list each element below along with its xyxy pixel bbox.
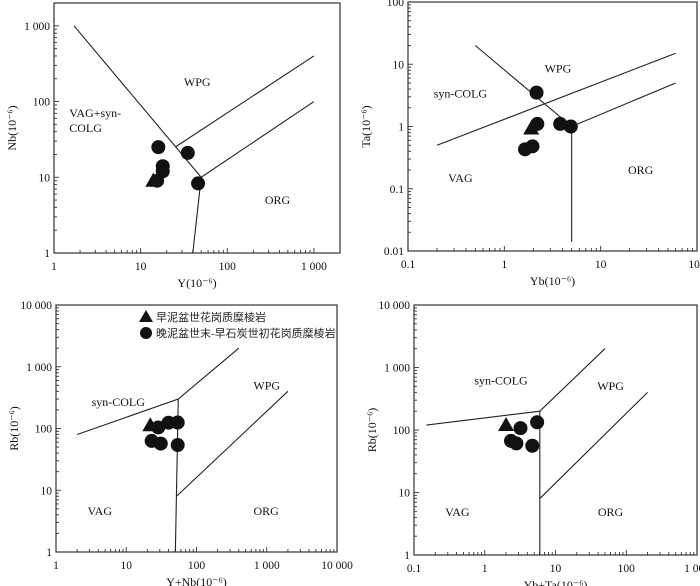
data-point-circle [170,415,185,430]
x-tick-label: 10 000 [321,560,353,572]
x-tick-label: 100 [618,563,636,575]
field-label: WPG [184,75,211,89]
y-tick-label: 10 [399,488,411,500]
y-tick-label: 100 [387,0,405,9]
field-boundary-line [474,45,676,128]
data-point-circle [151,140,166,155]
y-tick-label: 100 [393,425,411,437]
field-label: syn-COLG [434,86,488,100]
field-boundary-line [174,55,315,148]
data-point-circle [153,436,168,451]
field-label: ORG [253,504,279,518]
x-tick-label: 1 [53,560,59,572]
field-label: VAG [88,504,113,518]
y-tick-label: 0.01 [384,246,404,258]
x-tick-label: 100 [688,259,700,271]
y-tick-label: 1 000 [26,362,52,374]
x-tick-label: 1 000 [301,261,327,273]
field-boundary-line [436,52,676,146]
y-axis-title: Rb(10⁻⁶) [365,408,379,453]
x-tick-label: 1 [482,563,488,575]
x-tick-label: 100 [188,560,206,572]
x-tick-label: 0.1 [407,563,422,575]
y-tick-label: 10 000 [378,300,410,312]
field-label: WPG [597,379,624,393]
x-tick-label: 1 [51,261,57,273]
field-boundary-line [539,391,648,499]
data-point-triangle [523,120,540,135]
x-tick-label: 10 [595,259,607,271]
y-tick-label: 1 [46,547,52,559]
field-label: syn-COLG [92,395,146,409]
y-tick-label: 10 [41,485,53,497]
field-label: VAG+syn- [69,106,121,120]
y-axis-title: Rb(10⁻⁶) [7,406,21,451]
field-label: VAG [448,171,473,185]
y-tick-label: 10 [393,59,405,71]
field-label: syn-COLG [474,373,528,387]
x-tick-label: 1 000 [254,560,280,572]
x-tick-label: 0.1 [401,259,416,271]
data-point-circle [529,85,544,100]
data-point-circle [525,438,540,453]
x-tick-label: 100 [219,261,237,273]
y-tick-label: 1 [404,550,410,562]
legend-label: 早泥盆世花岗质糜棱岩 [156,310,266,324]
x-axis-title: Y+Nb(10⁻⁶) [166,575,227,586]
x-tick-label: 10 [550,563,562,575]
x-axis-title: Yb(10⁻⁶) [530,274,575,288]
data-point-circle [509,436,524,451]
x-tick-label: 10 [135,261,147,273]
x-axis-title: Yb+Ta(10⁻⁶) [524,578,588,586]
data-point-circle [191,176,206,191]
field-label: VAG [445,505,470,519]
y-tick-label: 100 [35,424,53,436]
legend-marker-triangle [139,310,153,322]
data-point-circle [553,116,568,131]
y-tick-label: 0.1 [390,184,405,196]
axis-ticks [413,307,695,556]
y-axis-title: Nb(10⁻⁶) [5,105,19,150]
data-point-circle [170,438,185,453]
y-tick-label: 100 [33,97,51,109]
data-point-circle [513,421,528,436]
y-tick-label: 10 [39,172,51,184]
y-tick-label: 1 [44,248,50,260]
data-point-circle [530,116,545,131]
y-tick-label: 1 000 [384,363,410,375]
field-label: ORG [628,163,654,177]
chart-panel-2: 0.11101000.010.1110100Yb(10⁻⁶)Ta(10⁻⁶)WP… [359,0,700,288]
y-tick-label: 1 [398,122,404,134]
legend-marker-circle [140,327,152,339]
field-label: COLG [69,121,102,135]
field-label: WPG [253,378,280,392]
data-point-circle [150,173,165,188]
chart-panel-1: 1 10 100 1 000 1 10 100 1 000 Y(10⁻⁶) Nb(10⁻⁶) WPG… [5,2,341,290]
y-tick-label: 1 000 [24,21,50,33]
x-tick-label: 10 [121,560,133,572]
axis-ticks [407,4,694,252]
y-axis-title: Ta(10⁻⁶) [359,105,373,147]
data-point-triangle [498,417,515,432]
x-tick-label: 1 000 [684,563,700,575]
data-point-circle [563,119,578,134]
x-axis-title: Y(10⁻⁶) [177,276,216,290]
field-boundary-line [176,390,289,497]
plot-frame [407,1,698,252]
y-tick-label: 10 000 [20,300,52,312]
legend-label: 晚泥盆世末-早石炭世初花岗质糜棱岩 [156,326,336,340]
field-label: WPG [545,62,572,76]
data-point-circle [525,139,540,154]
data-point-circle [180,145,195,160]
field-label: ORG [265,193,291,207]
axis-ticks [55,307,335,553]
chart-panel-3: 1 10 100 1 000 10 000 1 10 100 1 000 10 000 Y+Nb(1… [7,300,353,586]
plot-frame [53,2,341,254]
x-tick-label: 1 [501,259,507,271]
field-label: ORG [598,505,624,519]
data-point-circle [530,415,545,430]
